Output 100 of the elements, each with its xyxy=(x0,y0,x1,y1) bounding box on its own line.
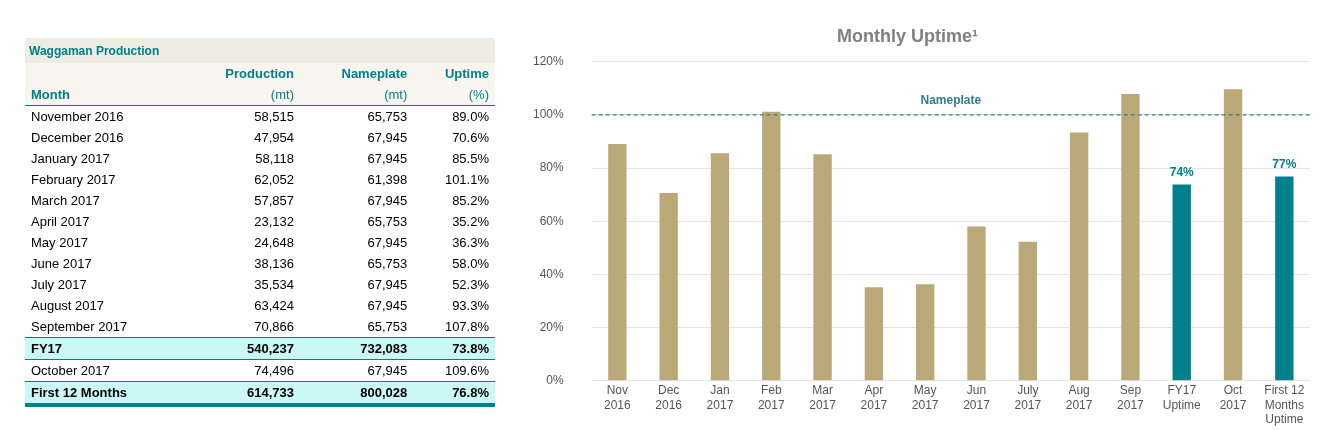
bar xyxy=(1172,184,1191,381)
data-label: 107.8% xyxy=(443,318,490,336)
category-label: August 2017 xyxy=(30,297,105,315)
data-label: 89.0% xyxy=(451,108,490,126)
data-label: 67,945 xyxy=(366,234,409,252)
data-label: 65,753 xyxy=(366,318,409,336)
category-label: October 2017 xyxy=(30,362,111,380)
ref-line-label: Nameplate xyxy=(920,93,982,108)
text: Uptime xyxy=(443,65,490,83)
x-tick-label: July 2017 xyxy=(1014,383,1042,412)
y-tick-label: 60% xyxy=(539,213,565,228)
y-tick-label: 80% xyxy=(539,160,565,175)
x-tick-label: Nov 2016 xyxy=(603,383,632,412)
data-label: 65,753 xyxy=(366,108,409,126)
text: Month xyxy=(30,86,71,104)
bar xyxy=(659,193,678,381)
data-label: 800,028 xyxy=(359,384,409,402)
data-label: 67,945 xyxy=(366,150,409,168)
data-label: 109.6% xyxy=(443,362,490,380)
data-label: 58,515 xyxy=(253,108,295,126)
bar xyxy=(967,226,986,381)
x-tick-label: Mar 2017 xyxy=(809,383,837,412)
data-label: 70,866 xyxy=(253,318,295,336)
bar xyxy=(1069,132,1089,381)
data-label: 62,052 xyxy=(253,171,295,189)
bar xyxy=(1223,89,1243,381)
data-label: 65,753 xyxy=(366,255,409,273)
category-label: First 12 Months xyxy=(30,384,129,402)
data-label: 67,945 xyxy=(366,276,409,294)
data-label: 74% xyxy=(1169,164,1195,179)
data-label: 101.1% xyxy=(443,171,490,189)
data-label: 63,424 xyxy=(253,297,295,315)
data-label: 65,753 xyxy=(366,213,409,231)
y-tick-label: 40% xyxy=(539,266,565,281)
x-tick-label: Jun 2017 xyxy=(963,383,991,412)
data-label: 67,945 xyxy=(366,297,409,315)
category-label: March 2017 xyxy=(30,192,101,210)
data-label: 85.5% xyxy=(451,150,490,168)
y-tick-label: 100% xyxy=(532,107,565,122)
category-label: April 2017 xyxy=(30,213,91,231)
data-label: 732,083 xyxy=(359,340,409,358)
data-label: 36.3% xyxy=(451,234,490,252)
text: Production xyxy=(224,65,295,83)
x-tick-label: Feb 2017 xyxy=(757,383,785,412)
data-label: 67,945 xyxy=(366,129,409,147)
data-label: 35.2% xyxy=(451,213,490,231)
bar xyxy=(608,144,627,381)
data-label: 52.3% xyxy=(451,276,490,294)
chart-title: Monthly Uptime¹ xyxy=(837,25,978,46)
data-label: 23,132 xyxy=(253,213,295,231)
data-label: 93.3% xyxy=(451,297,490,315)
bar xyxy=(1018,241,1037,381)
y-tick-label: 0% xyxy=(546,373,565,388)
category-label: September 2017 xyxy=(30,318,129,336)
data-label: 35,534 xyxy=(253,276,295,294)
data-label: 540,237 xyxy=(245,340,295,358)
x-tick-label: First 12 Months Uptime xyxy=(1264,383,1305,427)
y-tick-label: 120% xyxy=(532,53,565,68)
category-label: February 2017 xyxy=(30,171,117,189)
text: (mt) xyxy=(269,86,295,104)
bar xyxy=(1121,94,1140,381)
data-label: 85.2% xyxy=(451,192,490,210)
category-label: November 2016 xyxy=(30,108,125,126)
data-label: 67,945 xyxy=(366,192,409,210)
data-label: 70.6% xyxy=(451,129,490,147)
bar xyxy=(762,111,781,381)
x-tick-label: Aug 2017 xyxy=(1065,383,1093,412)
x-tick-label: FY17 Uptime xyxy=(1162,383,1202,412)
data-label: 73.8% xyxy=(451,340,490,358)
category-label: May 2017 xyxy=(30,234,90,252)
data-label: 614,733 xyxy=(245,384,295,402)
x-tick-label: Oct 2017 xyxy=(1219,383,1247,412)
category-label: December 2016 xyxy=(30,129,125,147)
x-tick-label: May 2017 xyxy=(911,383,939,412)
text: (%) xyxy=(467,86,490,104)
text: Waggaman Production xyxy=(25,38,495,63)
data-label: 38,136 xyxy=(253,255,295,273)
data-label: 74,496 xyxy=(253,362,295,380)
category-label: January 2017 xyxy=(30,150,111,168)
category-label: FY17 xyxy=(30,340,64,358)
data-label: 47,954 xyxy=(253,129,295,147)
data-label: 77% xyxy=(1272,156,1297,171)
bar xyxy=(916,284,935,381)
y-tick-label: 20% xyxy=(539,319,565,334)
data-label: 58.0% xyxy=(451,255,490,273)
text: (mt) xyxy=(383,86,409,104)
x-tick-label: Sep 2017 xyxy=(1117,383,1145,412)
category-label: July 2017 xyxy=(30,276,88,294)
text: Nameplate xyxy=(340,65,409,83)
data-label: 67,945 xyxy=(366,362,409,380)
data-label: 24,648 xyxy=(253,234,295,252)
data-label: 76.8% xyxy=(451,384,490,402)
data-label: 57,857 xyxy=(253,192,295,210)
bar xyxy=(864,287,884,381)
data-label: 58,118 xyxy=(254,150,295,168)
bar xyxy=(1275,176,1294,381)
data-label: 61,398 xyxy=(366,171,409,189)
x-tick-label: Jan 2017 xyxy=(706,383,734,412)
bar xyxy=(710,153,730,381)
bar xyxy=(813,154,832,381)
